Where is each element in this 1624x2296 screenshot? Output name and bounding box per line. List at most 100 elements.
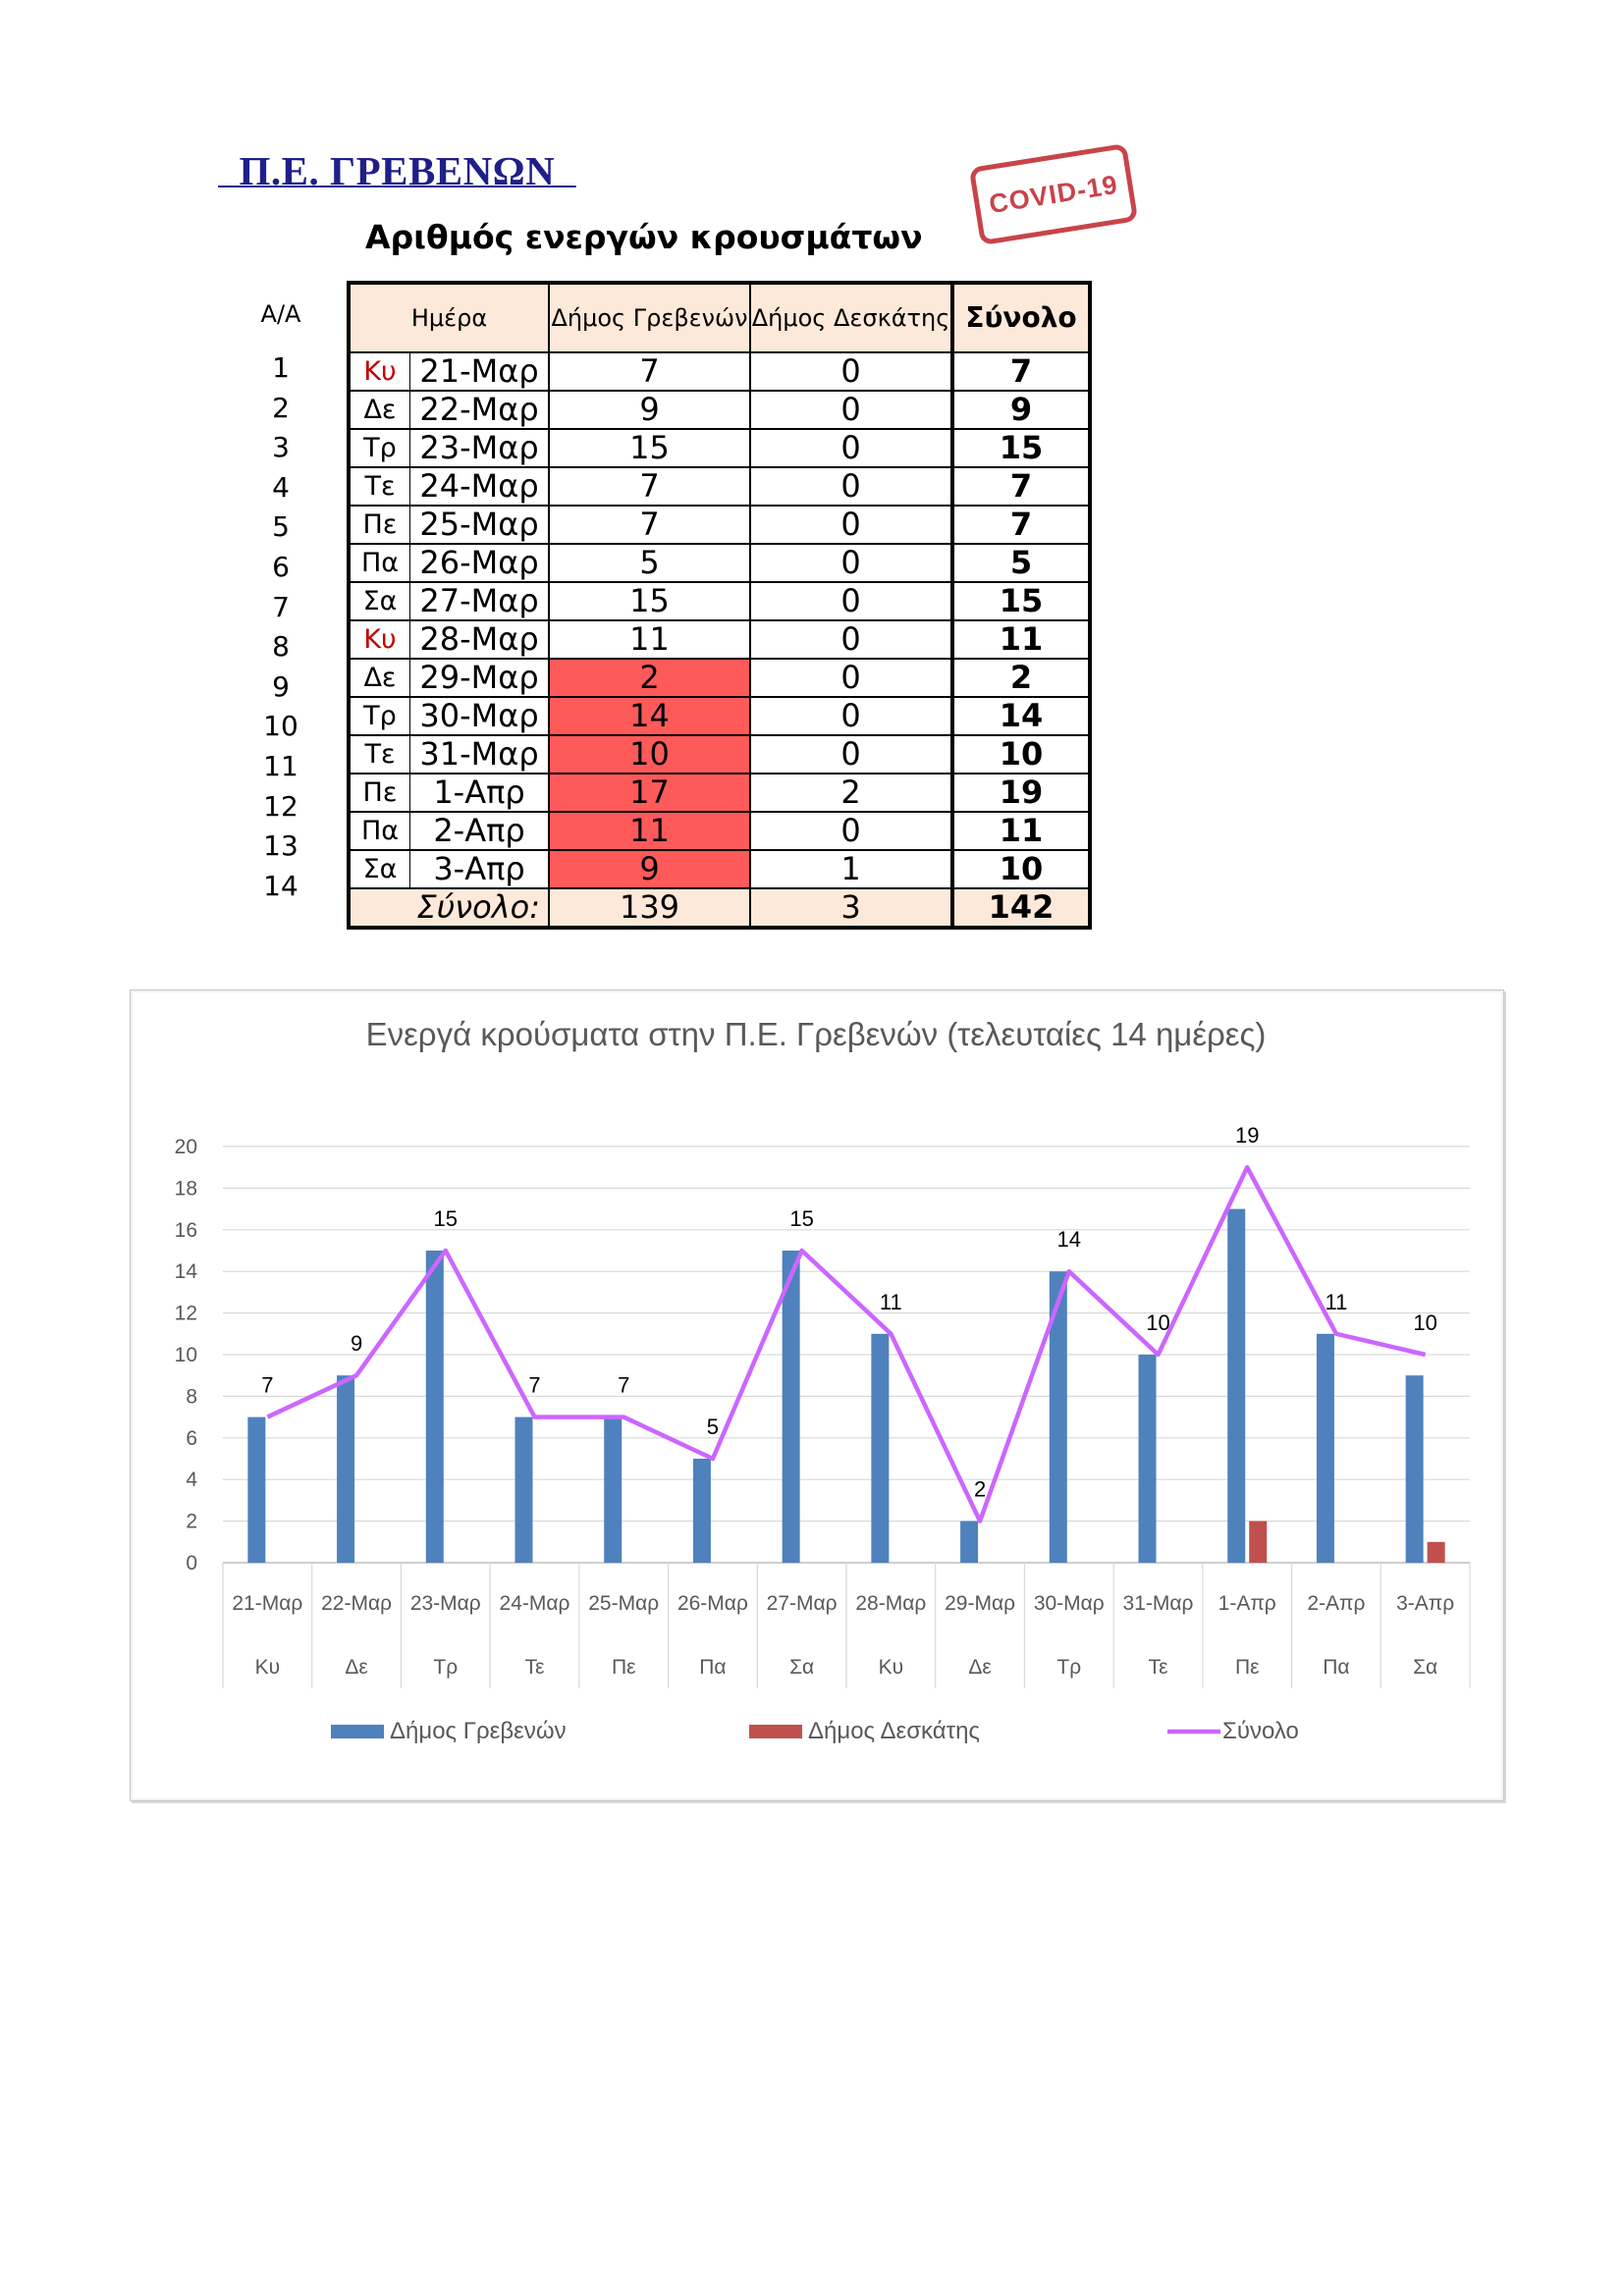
total-cell: 5 (950, 543, 1092, 583)
grevena-cell: 10 (548, 734, 751, 774)
data-label-total: 11 (1326, 1290, 1348, 1314)
x-day-label: Δε (345, 1656, 367, 1679)
aa-header: Α/Α (260, 300, 301, 328)
table-row: Τε 31-Μαρ 10 0 10 (347, 734, 1092, 774)
day-cell: Τε (347, 466, 410, 507)
deskati-cell: 0 (749, 390, 953, 430)
bar-grevena (960, 1521, 979, 1563)
date-cell: 27-Μαρ (409, 581, 550, 621)
table-row: Σα 3-Απρ 9 1 10 (347, 849, 1092, 889)
deskati-cell: 0 (749, 658, 953, 698)
total-cell: 14 (950, 696, 1092, 736)
x-tick-label: 27-Μαρ (767, 1592, 838, 1615)
grevena-cell: 15 (548, 428, 751, 468)
bar-grevena (337, 1375, 355, 1563)
day-cell: Πε (347, 505, 410, 545)
table-row: Πα 2-Απρ 11 0 11 (347, 811, 1092, 851)
y-tick-label: 4 (186, 1468, 197, 1491)
aa-number: 8 (272, 630, 290, 664)
x-tick-label: 22-Μαρ (321, 1592, 392, 1615)
bar-grevena (782, 1251, 800, 1563)
aa-number: 2 (272, 391, 290, 424)
data-label-total: 7 (528, 1373, 540, 1398)
date-cell: 31-Μαρ (409, 734, 550, 774)
chart-frame: Ενεργά κρούσματα στην Π.Ε. Γρεβενών (τελ… (130, 989, 1504, 1801)
sum-total: 142 (950, 887, 1092, 930)
data-label-total: 10 (1413, 1310, 1436, 1335)
table-row: Δε 22-Μαρ 9 0 9 (347, 390, 1092, 430)
date-cell: 26-Μαρ (409, 543, 550, 583)
y-tick-label: 6 (186, 1427, 197, 1450)
table-row: Σα 27-Μαρ 15 0 15 (347, 581, 1092, 621)
header-deskati: Δήμος Δεσκάτης (749, 281, 953, 353)
day-cell: Τρ (347, 428, 410, 468)
x-day-label: Πα (699, 1656, 726, 1679)
table-sum-row: Σύνολο: 139 3 142 (347, 887, 1092, 930)
day-cell: Πα (347, 811, 410, 851)
aa-number: 9 (272, 669, 290, 703)
active-cases-chart: Ενεργά κρούσματα στην Π.Ε. Γρεβενών (τελ… (175, 1016, 1471, 1744)
chart-title: Ενεργά κρούσματα στην Π.Ε. Γρεβενών (τελ… (366, 1016, 1267, 1052)
x-tick-label: 3-Απρ (1396, 1592, 1454, 1615)
x-tick-label: 21-Μαρ (232, 1592, 302, 1615)
total-cell: 7 (950, 505, 1092, 545)
day-cell: Τε (347, 734, 410, 774)
day-cell: Πα (347, 543, 410, 583)
total-cell: 19 (950, 773, 1092, 813)
x-tick-label: 28-Μαρ (855, 1592, 926, 1615)
x-tick-label: 2-Απρ (1307, 1592, 1365, 1615)
y-tick-label: 14 (175, 1260, 198, 1283)
bar-grevena (871, 1333, 890, 1563)
legend-label-deskati: Δήμος Δεσκάτης (808, 1718, 980, 1744)
x-day-label: Σα (789, 1656, 814, 1679)
total-cell: 15 (950, 581, 1092, 621)
x-day-label: Σα (1413, 1656, 1437, 1679)
deskati-cell: 0 (749, 696, 953, 736)
x-day-label: Πε (1235, 1656, 1260, 1679)
x-tick-label: 29-Μαρ (945, 1592, 1015, 1615)
x-tick-label: 24-Μαρ (500, 1592, 570, 1615)
x-tick-label: 26-Μαρ (677, 1592, 748, 1615)
y-tick-label: 2 (186, 1511, 197, 1533)
x-tick-label: 31-Μαρ (1123, 1592, 1194, 1615)
aa-number: 14 (263, 869, 298, 902)
x-day-label: Τε (525, 1656, 545, 1679)
grevena-cell: 11 (548, 811, 751, 851)
legend-swatch-grevena (331, 1725, 384, 1738)
day-cell: Δε (347, 390, 410, 430)
total-cell: 7 (950, 351, 1092, 392)
legend-label-grevena: Δήμος Γρεβενών (390, 1718, 567, 1744)
bar-grevena (1227, 1208, 1246, 1563)
x-day-label: Τε (1149, 1656, 1168, 1679)
y-tick-label: 8 (186, 1385, 197, 1408)
y-tick-label: 0 (186, 1552, 197, 1575)
table-row: Τρ 30-Μαρ 14 0 14 (347, 696, 1092, 736)
total-cell: 11 (950, 619, 1092, 660)
grevena-cell: 9 (548, 849, 751, 889)
grevena-cell: 14 (548, 696, 751, 736)
grevena-cell: 7 (548, 466, 751, 507)
date-cell: 29-Μαρ (409, 658, 550, 698)
aa-number: 12 (263, 789, 298, 823)
header-total: Σύνολο (950, 281, 1092, 353)
date-cell: 28-Μαρ (409, 619, 550, 660)
data-label-total: 5 (707, 1415, 719, 1439)
data-label-total: 7 (261, 1373, 273, 1398)
x-day-label: Τρ (433, 1656, 458, 1679)
bar-deskati (1427, 1541, 1445, 1563)
x-day-label: Κυ (879, 1656, 904, 1679)
date-cell: 22-Μαρ (409, 390, 550, 430)
deskati-cell: 0 (749, 619, 953, 660)
y-tick-label: 12 (175, 1303, 197, 1325)
day-cell: Τρ (347, 696, 410, 736)
table-title: Αριθμός ενεργών κρουσμάτων (365, 218, 923, 256)
deskati-cell: 0 (749, 581, 953, 621)
data-label-total: 15 (789, 1206, 813, 1231)
aa-number: 11 (263, 750, 298, 782)
deskati-cell: 0 (749, 351, 953, 392)
data-label-total: 10 (1146, 1310, 1169, 1335)
x-day-label: Κυ (255, 1656, 281, 1679)
bar-grevena (1316, 1333, 1334, 1563)
table-row: Πε 1-Απρ 17 2 19 (347, 773, 1092, 813)
date-cell: 24-Μαρ (409, 466, 550, 507)
